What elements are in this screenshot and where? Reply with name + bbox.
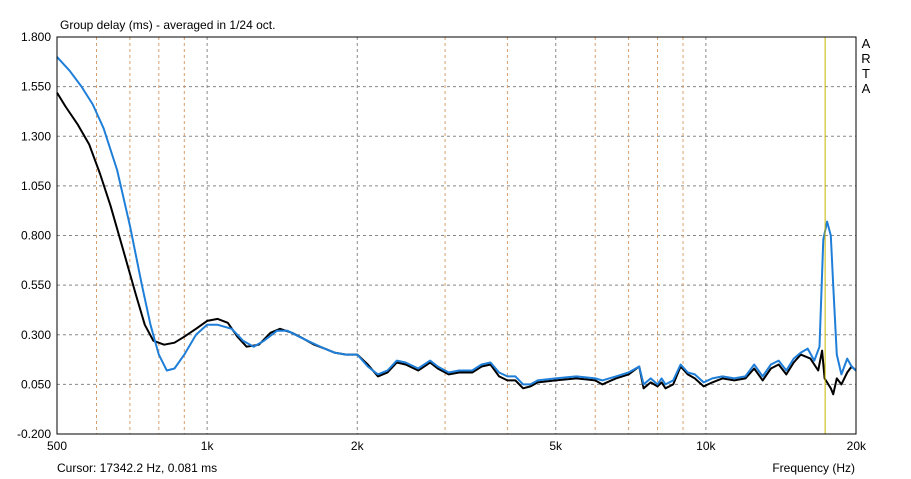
y-tick-label: 1.550: [21, 80, 51, 94]
arta-watermark: A R T A: [859, 36, 873, 96]
x-tick-label: 1k: [201, 439, 215, 453]
x-tick-label: 5k: [549, 439, 563, 453]
x-tick-label: 10k: [696, 439, 716, 453]
y-tick-labels: 1.800 1.550 1.300 1.050 0.800 0.550 0.300 0.050…: [17, 30, 51, 441]
x-tick-labels: 500 1k 2k 5k 10k 20k: [47, 439, 867, 453]
y-tick-label: 0.300: [21, 328, 51, 342]
series-layer: [56, 56, 857, 396]
watermark-letter: A: [861, 36, 871, 51]
y-tick-label: 1.050: [21, 179, 51, 193]
y-tick-label: -0.200: [17, 427, 51, 441]
y-tick-label: 0.800: [21, 229, 51, 243]
plot-frame: [56, 36, 857, 435]
y-tick-label: 1.800: [21, 30, 51, 44]
y-tick-label: 1.300: [21, 129, 51, 143]
x-axis-label: Frequency (Hz): [772, 461, 855, 475]
x-tick-label: 2k: [351, 439, 365, 453]
watermark-letter: R: [861, 51, 871, 66]
x-tick-label: 500: [47, 439, 67, 453]
cursor-readout: Cursor: 17342.2 Hz, 0.081 ms: [57, 461, 218, 475]
chart-title: Group delay (ms) - averaged in 1/24 oct.: [60, 18, 276, 32]
series-line-0: [56, 92, 857, 396]
series-line-1: [56, 56, 857, 386]
y-tick-label: 0.550: [21, 278, 51, 292]
x-tick-label: 20k: [847, 439, 867, 453]
y-tick-label: 0.050: [21, 377, 51, 391]
watermark-letter: T: [862, 66, 870, 81]
grid-layer: [57, 37, 856, 434]
watermark-letter: A: [861, 81, 871, 96]
